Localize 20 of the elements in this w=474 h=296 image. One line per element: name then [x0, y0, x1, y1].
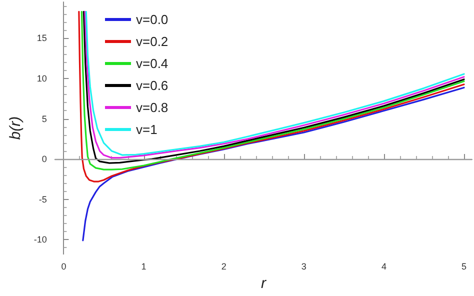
legend-label: v=0.8: [136, 100, 168, 115]
legend-label: v=1: [136, 122, 158, 137]
x-axis-title: r: [260, 275, 267, 292]
x-tick-label: 4: [381, 262, 386, 272]
y-axis-title: b(r): [7, 116, 24, 140]
y-tick-label: -5: [38, 194, 47, 204]
legend-label: v=0.4: [136, 56, 168, 71]
x-tick-label: 2: [221, 262, 226, 272]
x-tick-label: 0: [61, 262, 66, 272]
legend-label: v=0.0: [136, 12, 168, 27]
y-tick-label: 15: [36, 33, 47, 44]
y-tick-label: 0: [42, 154, 47, 164]
x-tick-label: 1: [141, 262, 146, 272]
legend-label: v=0.2: [136, 34, 168, 49]
x-tick-label: 3: [301, 262, 306, 272]
x-tick-label: 5: [461, 262, 466, 272]
y-tick-label: 10: [36, 74, 47, 84]
legend-label: v=0.6: [136, 78, 168, 93]
y-tick-label: -10: [34, 234, 47, 245]
y-tick-label: 5: [42, 114, 47, 124]
